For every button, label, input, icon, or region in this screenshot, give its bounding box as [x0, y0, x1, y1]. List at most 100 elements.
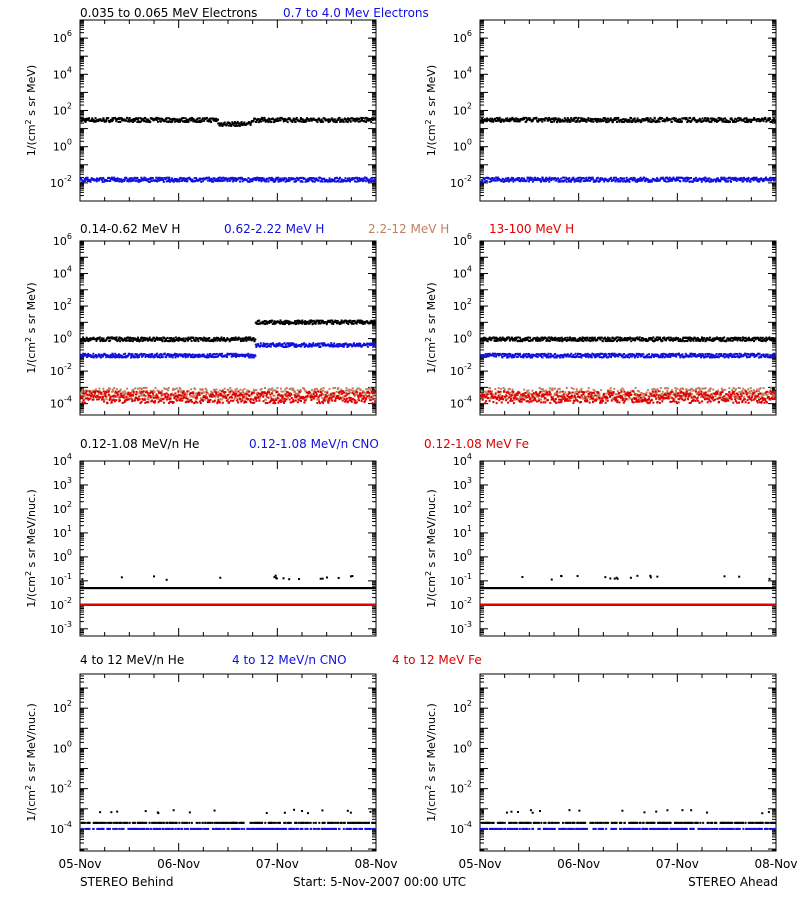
data-point [252, 119, 255, 122]
data-point [304, 343, 307, 346]
data-point [318, 391, 321, 394]
data-point [312, 391, 315, 394]
data-point [525, 116, 528, 119]
data-point [160, 398, 163, 401]
data-point [346, 394, 349, 397]
data-point [115, 399, 118, 402]
data-point [317, 322, 320, 325]
data-point [262, 342, 265, 345]
data-point [174, 120, 177, 123]
data-point [122, 356, 125, 359]
data-point [99, 396, 102, 399]
data-point [705, 120, 708, 123]
data-point [360, 322, 363, 325]
data-point [552, 118, 555, 121]
data-point [344, 400, 347, 403]
data-point [112, 179, 115, 182]
data-point [350, 400, 353, 403]
data-point [684, 180, 687, 183]
data-point [217, 118, 220, 121]
data-point [217, 122, 220, 125]
data-point [335, 320, 338, 323]
data-point [374, 320, 376, 323]
data-point [177, 390, 180, 393]
y-tick-label: 10-4 [50, 395, 72, 411]
data-point [239, 122, 242, 125]
data-point [254, 396, 257, 399]
data-point [543, 180, 546, 183]
data-point [642, 118, 645, 121]
data-point [371, 322, 374, 325]
data-point [716, 179, 719, 182]
data-point [353, 177, 356, 180]
data-point [166, 388, 169, 391]
data-point [701, 117, 704, 120]
data-point [90, 392, 93, 395]
data-point [130, 177, 133, 180]
data-point [150, 179, 153, 182]
data-point [508, 180, 511, 183]
data-point [304, 390, 307, 393]
data-point [605, 118, 608, 121]
data-point [217, 355, 220, 358]
data-point [292, 400, 295, 403]
data-point [569, 180, 572, 183]
data-point [92, 118, 95, 121]
data-point [360, 177, 363, 180]
data-point [85, 390, 88, 393]
data-point [98, 179, 101, 182]
data-point [246, 353, 249, 356]
data-point [276, 117, 279, 120]
data-point [340, 319, 343, 322]
data-point [138, 355, 141, 358]
data-point [502, 118, 505, 121]
data-point [187, 336, 190, 339]
data-point [204, 387, 207, 390]
data-point [234, 178, 237, 181]
data-point [344, 394, 347, 397]
data-point [506, 178, 509, 181]
data-point [292, 178, 295, 181]
data-point [631, 119, 634, 122]
data-point [133, 399, 136, 402]
data-point [588, 179, 591, 182]
data-point [725, 119, 728, 122]
data-point [694, 179, 697, 182]
data-point [101, 180, 104, 183]
data-point [125, 395, 128, 398]
data-point [357, 120, 360, 123]
data-point [270, 320, 273, 323]
data-point [652, 178, 655, 181]
data-point [114, 338, 117, 341]
data-point [135, 390, 138, 393]
data-point [227, 397, 230, 400]
data-point [102, 393, 105, 396]
data-point [752, 179, 755, 182]
data-point [356, 320, 359, 323]
data-point [101, 395, 104, 398]
data-point [214, 339, 217, 342]
data-point [92, 396, 95, 399]
data-point [100, 353, 103, 356]
data-point [345, 389, 348, 392]
data-point [372, 344, 375, 347]
data-point [151, 396, 154, 399]
data-point [361, 180, 364, 183]
data-point [190, 398, 193, 401]
data-point [651, 180, 654, 183]
data-point [137, 180, 140, 183]
data-point [223, 395, 226, 398]
data-point [170, 337, 173, 340]
data-point [374, 178, 376, 181]
data-point [185, 395, 188, 398]
data-point [218, 401, 221, 404]
data-point [299, 322, 302, 325]
data-point [196, 401, 199, 404]
data-point [216, 394, 219, 397]
data-point [537, 118, 540, 121]
data-point [86, 353, 89, 356]
data-point [351, 391, 354, 394]
data-point [261, 391, 264, 394]
data-point [222, 395, 225, 398]
